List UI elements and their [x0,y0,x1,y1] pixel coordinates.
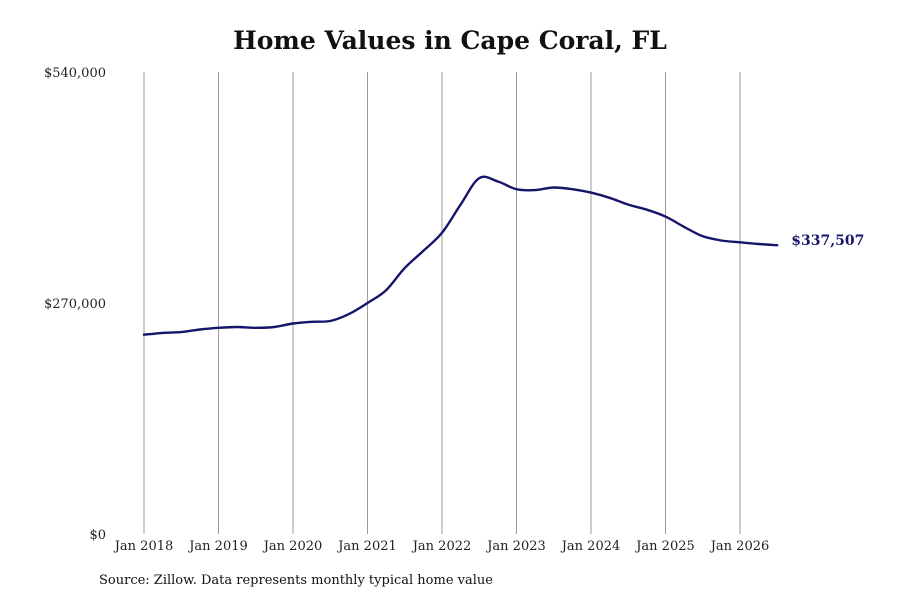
x-tick-label: Jan 2025 [634,539,695,554]
series-line [142,175,779,336]
x-tick-label: Jan 2019 [187,539,248,554]
x-tick-label: Jan 2018 [113,539,174,554]
x-tick-label: Jan 2023 [485,539,546,554]
x-tick-label: Jan 2026 [709,539,770,554]
x-tick-label: Jan 2020 [262,539,323,554]
y-axis-ticks: $0 $270,000 $540,000 [44,66,106,543]
x-tick-label: Jan 2022 [411,539,472,554]
x-tick-label: Jan 2024 [560,539,621,554]
y-tick-label: $540,000 [44,66,106,81]
gridlines [143,72,741,534]
x-axis-ticks: Jan 2018 Jan 2019 Jan 2020 Jan 2021 Jan 2022… [113,539,770,554]
y-tick-label: $0 [89,528,106,543]
series-layer: $337,507 [142,175,864,336]
chart-title: Home Values in Cape Coral, FL [233,26,667,55]
y-tick-label: $270,000 [44,297,106,312]
x-tick-label: Jan 2021 [336,539,397,554]
end-value-label: $337,507 [791,233,864,249]
source-note: Source: Zillow. Data represents monthly … [99,573,493,588]
